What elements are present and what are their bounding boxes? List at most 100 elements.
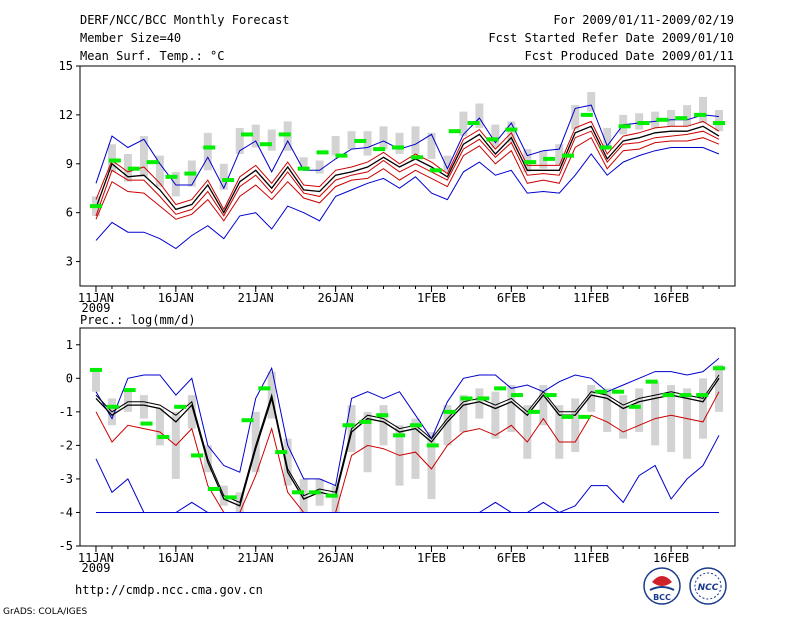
obs-marker	[443, 409, 456, 414]
ensemble-box	[475, 388, 484, 419]
ensemble-box	[587, 92, 596, 112]
ensemble-box	[251, 411, 260, 473]
ensemble-box	[139, 136, 148, 177]
x-tick-label: 11JAN	[78, 291, 114, 305]
x-tick-label: 16FEB	[653, 291, 689, 305]
obs-marker	[460, 396, 473, 401]
series-line-lower2	[95, 136, 720, 222]
obs-marker	[157, 435, 170, 439]
ensemble-box	[459, 395, 468, 432]
ensemble-box	[635, 388, 644, 432]
ensemble-box	[651, 111, 660, 128]
obs-marker	[184, 171, 197, 176]
x-tick-label: 21JAN	[238, 551, 274, 565]
obs-marker	[106, 404, 119, 409]
ensemble-box	[603, 388, 612, 432]
ensemble-box	[331, 485, 340, 513]
obs-marker	[108, 158, 121, 163]
ensemble-box	[507, 121, 516, 143]
obs-marker	[409, 423, 422, 428]
obs-marker	[561, 414, 574, 419]
variable-label-prec: Prec.: log(mm/d)	[80, 313, 196, 327]
obs-marker	[448, 129, 461, 134]
ensemble-box	[107, 144, 116, 172]
series-line-upper	[95, 120, 720, 211]
obs-marker	[342, 423, 355, 428]
ensemble-box	[443, 155, 452, 172]
series-line-max	[95, 104, 720, 190]
ensemble-box	[235, 127, 244, 154]
plot-frame	[79, 65, 736, 287]
obs-marker	[578, 414, 591, 419]
x-tick-year: 2009	[82, 301, 111, 315]
plot-frame	[79, 327, 736, 547]
obs-marker	[308, 490, 321, 495]
ensemble-box	[219, 163, 228, 190]
ensemble-box	[155, 408, 164, 446]
ensemble-box	[267, 129, 276, 151]
obs-marker	[89, 204, 102, 209]
x-tick-label: 16JAN	[158, 551, 194, 565]
obs-marker	[123, 388, 136, 393]
ensemble-box	[651, 381, 660, 446]
ensemble-box	[571, 105, 580, 130]
obs-marker	[335, 153, 348, 158]
obs-marker	[140, 421, 153, 426]
obs-marker	[410, 155, 423, 160]
x-tick-label: 26JAN	[318, 551, 354, 565]
ensemble-box	[475, 103, 484, 128]
ensemble-box	[363, 131, 372, 156]
obs-marker	[174, 404, 187, 409]
y-tick-label: 3	[66, 255, 73, 269]
ensemble-box	[459, 111, 468, 137]
x-tick-label: 1FEB	[417, 291, 446, 305]
obs-marker	[694, 112, 707, 117]
series-line-upper	[95, 374, 720, 504]
ensemble-box	[603, 127, 612, 146]
obs-marker	[494, 386, 507, 391]
obs-marker	[486, 137, 499, 142]
x-tick-label: 16FEB	[653, 551, 689, 565]
obs-marker	[599, 145, 612, 150]
ncc-logo-text: NCC	[698, 583, 719, 593]
grads-credit: GrADS: COLA/IGES	[3, 607, 87, 617]
obs-marker	[146, 160, 159, 165]
obs-marker	[429, 168, 442, 173]
x-tick-label: 11JAN	[78, 551, 114, 565]
y-tick-label: 6	[66, 206, 73, 220]
obs-marker	[222, 178, 235, 183]
obs-marker	[259, 142, 272, 147]
source-url: http://cmdp.ncc.cma.gov.cn	[75, 583, 263, 597]
ensemble-box	[539, 385, 548, 426]
ensemble-box	[667, 110, 676, 127]
obs-marker	[618, 124, 631, 129]
ensemble-box	[363, 411, 372, 473]
x-tick-label: 6FEB	[497, 551, 526, 565]
obs-marker	[662, 393, 675, 398]
y-tick-label: 9	[66, 157, 73, 171]
ensemble-box	[347, 131, 356, 150]
ensemble-box	[139, 395, 148, 419]
obs-marker	[713, 366, 726, 371]
forecast-produced-date: Fcst Produced Date 2009/01/11	[524, 49, 734, 63]
ensemble-box	[203, 132, 212, 171]
y-tick-label: 1	[66, 338, 73, 352]
ensemble-box	[331, 136, 340, 156]
y-tick-label: 0	[66, 371, 73, 385]
obs-marker	[207, 486, 220, 491]
ensemble-box	[715, 110, 724, 132]
chart-title: DERF/NCC/BCC Monthly Forecast	[80, 13, 290, 27]
y-tick-label: -3	[59, 472, 73, 486]
ensemble-box	[315, 160, 324, 174]
bcc-logo-text: BCC	[653, 593, 671, 602]
obs-marker	[127, 166, 140, 171]
obs-marker	[354, 138, 367, 143]
x-tick-label: 26JAN	[318, 291, 354, 305]
obs-marker	[713, 121, 726, 126]
y-tick-label: 12	[59, 108, 73, 122]
obs-marker	[580, 112, 593, 117]
obs-marker	[679, 393, 692, 398]
obs-marker	[224, 495, 237, 500]
